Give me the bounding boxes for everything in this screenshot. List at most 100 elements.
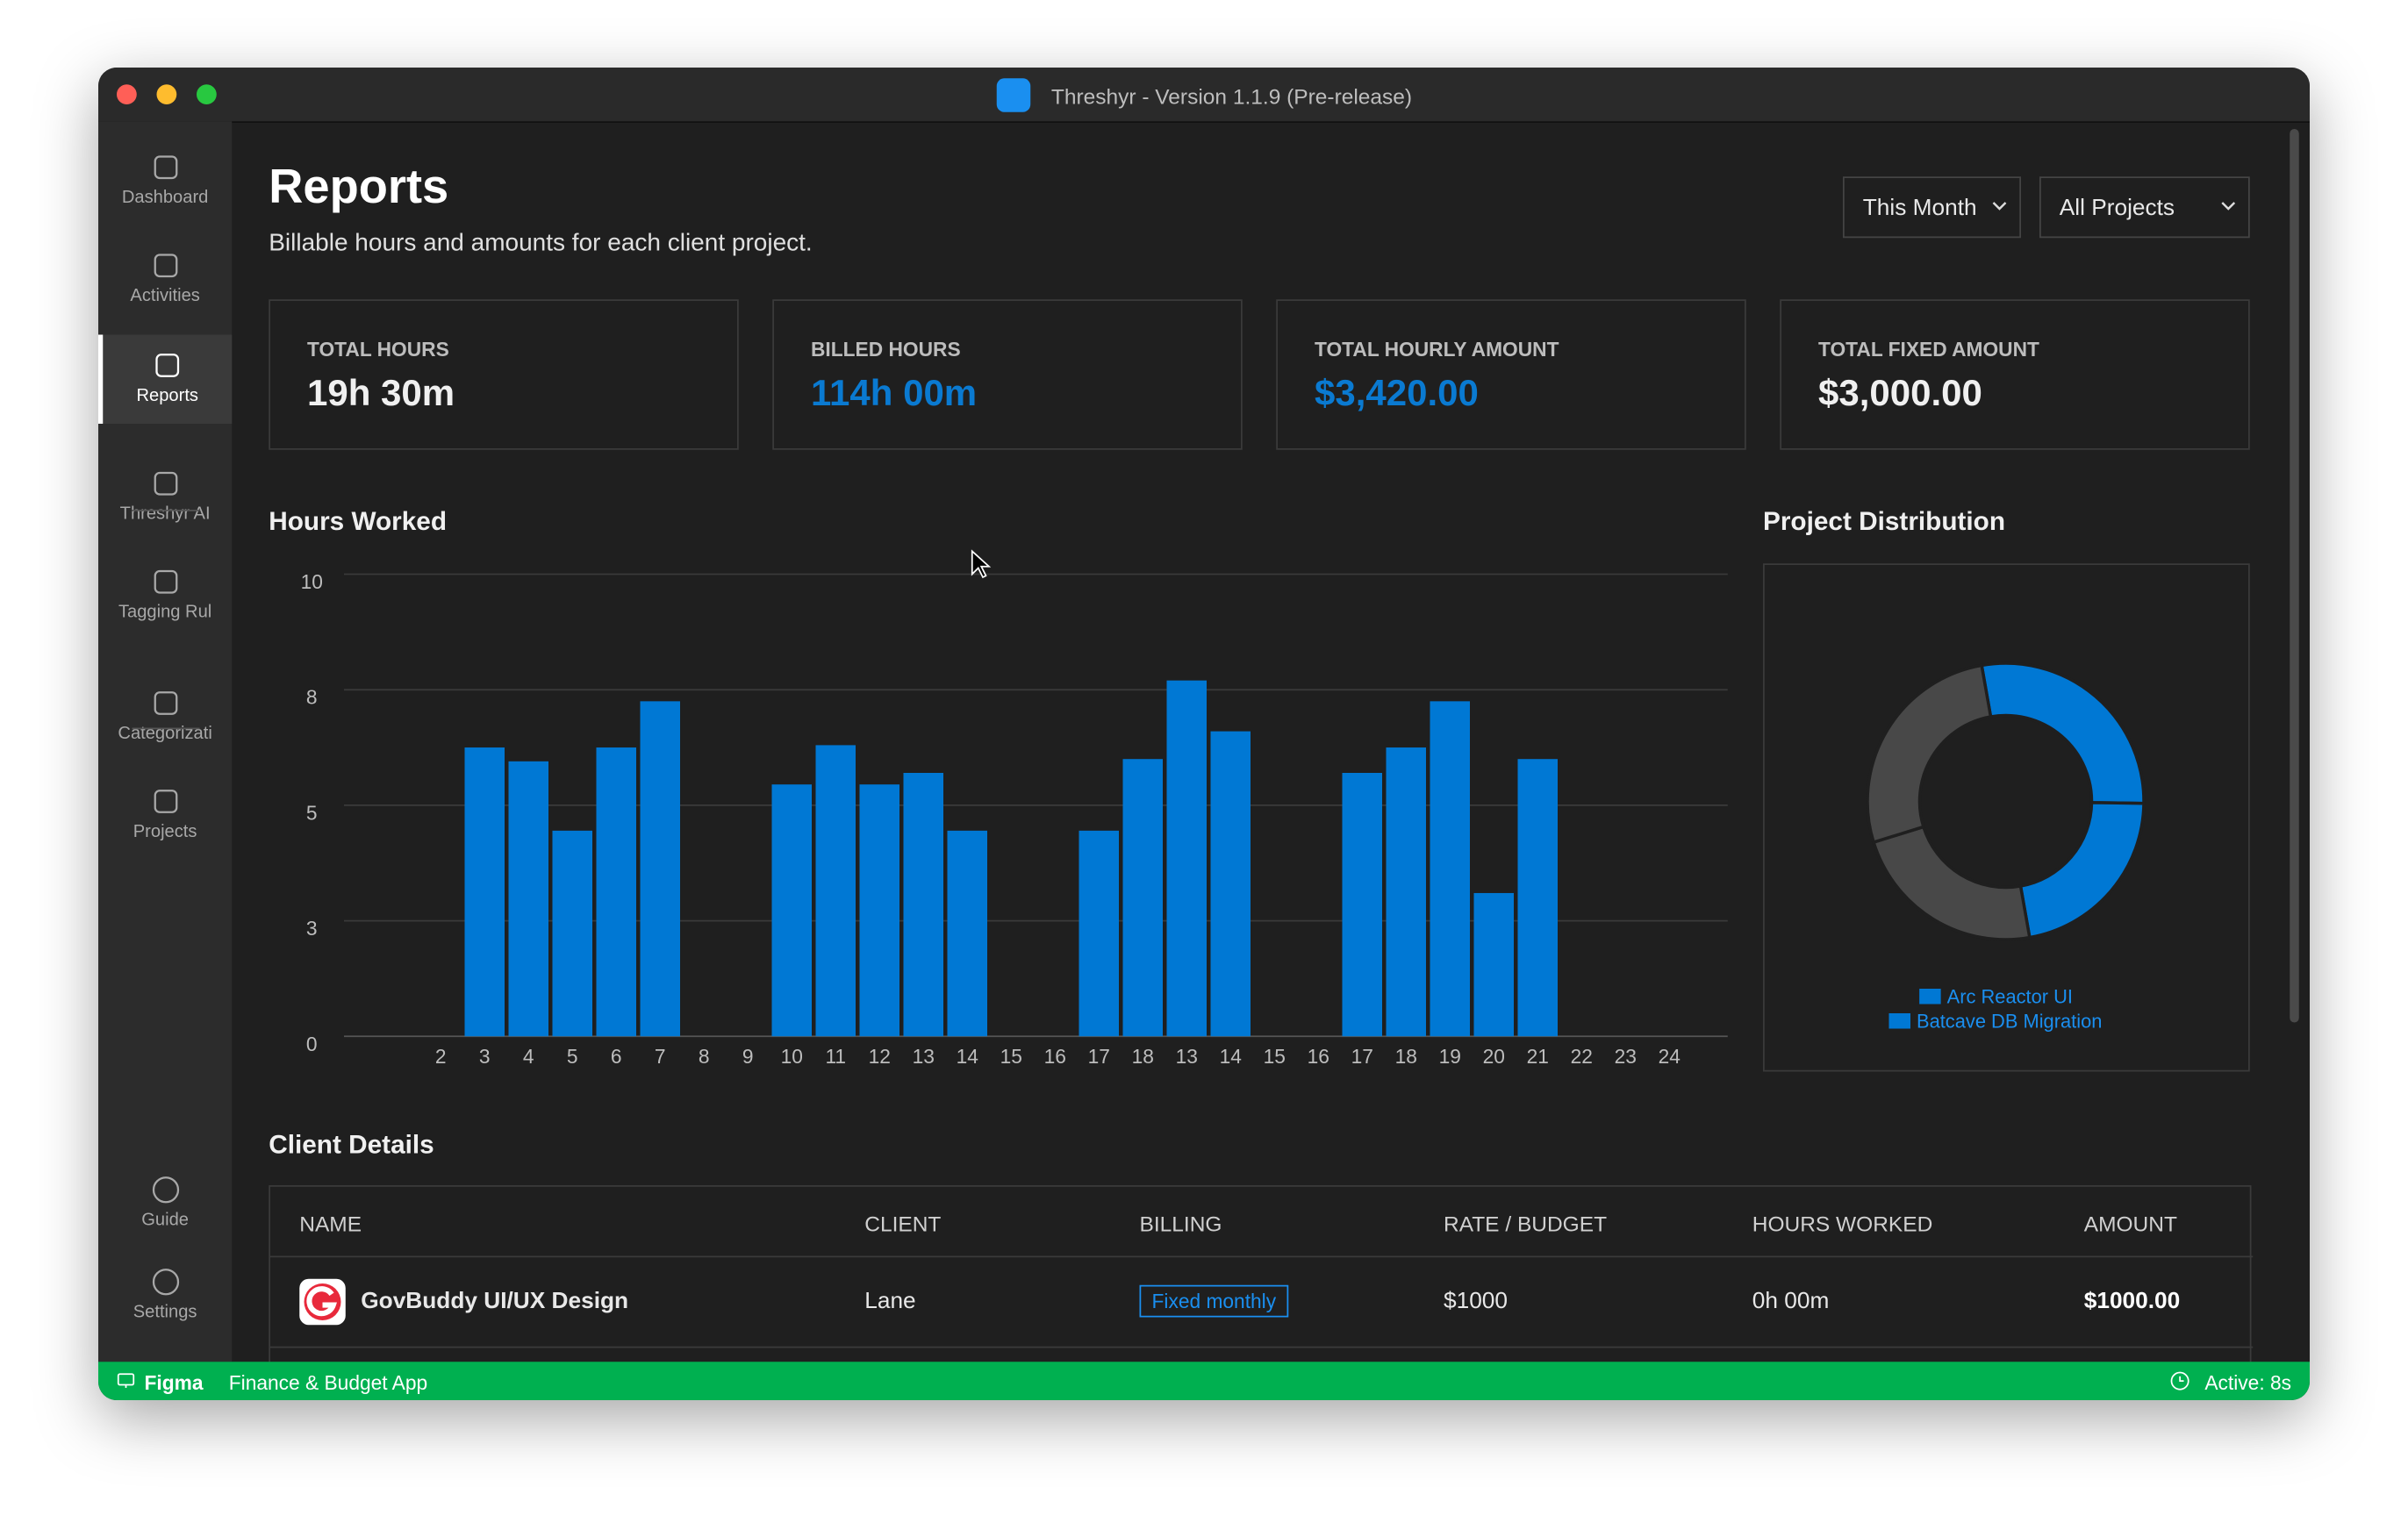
bar bbox=[640, 701, 680, 1037]
nav-item[interactable]: Activities bbox=[98, 250, 232, 305]
mouse-cursor bbox=[971, 549, 992, 579]
bar bbox=[771, 784, 812, 1037]
period-filter[interactable]: This Month bbox=[1843, 176, 2021, 239]
page-title: Reports bbox=[269, 160, 449, 214]
x-tick-label: 12 bbox=[869, 1045, 891, 1068]
status-context: Finance & Budget App bbox=[228, 1370, 428, 1394]
stat-label: TOTAL HOURS bbox=[307, 338, 449, 361]
chart-title: Project Distribution bbox=[1763, 506, 2006, 536]
nav-label: Categorizati bbox=[118, 725, 212, 743]
app-window: Threshyr - Version 1.1.9 (Pre-release) D… bbox=[98, 68, 2310, 1400]
filter-text: This Month bbox=[1862, 195, 1977, 221]
x-tick-label: 9 bbox=[742, 1045, 754, 1068]
chart-title: Hours Worked bbox=[269, 506, 448, 536]
x-tick-label: 14 bbox=[957, 1045, 978, 1068]
bar bbox=[1473, 892, 1514, 1037]
legend-swatch bbox=[1888, 1013, 1910, 1029]
bar bbox=[596, 747, 636, 1037]
legend-label: Batcave DB Migration bbox=[1917, 1010, 2102, 1032]
column-header: AMOUNT bbox=[2083, 1211, 2177, 1236]
minimize-button[interactable] bbox=[156, 84, 177, 104]
x-tick-label: 14 bbox=[1220, 1045, 1242, 1068]
x-tick-label: 16 bbox=[1044, 1045, 1066, 1068]
stat-card: TOTAL FIXED AMOUNT $3,000.00 bbox=[1780, 299, 2250, 450]
x-tick-label: 4 bbox=[523, 1045, 534, 1068]
y-tick-label: 10 bbox=[301, 570, 323, 593]
nav-separator bbox=[132, 510, 200, 511]
bar bbox=[1342, 773, 1382, 1037]
bar bbox=[903, 773, 943, 1037]
x-tick-label: 21 bbox=[1527, 1045, 1549, 1068]
project-filter[interactable]: All Projects bbox=[2039, 176, 2250, 239]
column-header: NAME bbox=[299, 1211, 362, 1236]
pie-segment bbox=[1980, 661, 2146, 805]
x-tick-label: 18 bbox=[1395, 1045, 1417, 1068]
nav-item[interactable]: Dashboard bbox=[98, 152, 232, 207]
table-cell: Lane bbox=[864, 1288, 916, 1314]
nav-label: Settings bbox=[133, 1303, 197, 1322]
x-tick-label: 24 bbox=[1659, 1045, 1681, 1068]
row-divider bbox=[270, 1346, 2254, 1348]
stat-card: TOTAL HOURS 19h 30m bbox=[269, 299, 739, 450]
x-tick-label: 10 bbox=[781, 1045, 803, 1068]
nav-item[interactable]: Tagging Rul bbox=[98, 567, 232, 622]
project-logo bbox=[299, 1278, 346, 1326]
y-tick-label: 0 bbox=[306, 1033, 318, 1055]
stat-value: $3,420.00 bbox=[1315, 373, 1479, 415]
sidebar: Dashboard Activities Reports Threshyr AI Tag… bbox=[98, 121, 233, 1362]
bar bbox=[947, 830, 987, 1037]
window-title-text: Threshyr - Version 1.1.9 (Pre-release) bbox=[1050, 83, 1413, 109]
row-divider bbox=[270, 1255, 2254, 1258]
nav-label: Dashboard bbox=[121, 189, 209, 208]
status-bar: Figma Finance & Budget App Active: 8s bbox=[98, 1362, 2310, 1400]
status-app[interactable]: Figma bbox=[144, 1370, 204, 1394]
client-table: NAME CLIENT BILLING RATE / BUDGET HOURS WORK… bbox=[269, 1185, 2254, 1385]
nav-item[interactable]: Projects bbox=[98, 786, 232, 841]
app-icon bbox=[995, 78, 1030, 112]
bar bbox=[1166, 680, 1207, 1037]
zoom-button[interactable] bbox=[197, 84, 217, 104]
x-tick-label: 13 bbox=[913, 1045, 935, 1068]
scrollbar[interactable] bbox=[2290, 129, 2299, 1023]
x-tick-label: 7 bbox=[655, 1045, 666, 1068]
nav-label: Tagging Rul bbox=[118, 603, 212, 622]
status-active: Active: 8s bbox=[2204, 1370, 2291, 1394]
close-button[interactable] bbox=[117, 84, 137, 104]
x-tick-label: 22 bbox=[1571, 1045, 1593, 1068]
bar bbox=[1210, 731, 1251, 1037]
nav-item[interactable]: Guide bbox=[98, 1175, 232, 1230]
stat-value: 19h 30m bbox=[307, 373, 455, 415]
stat-label: TOTAL HOURLY AMOUNT bbox=[1315, 338, 1559, 361]
nav-item[interactable]: Settings bbox=[98, 1267, 232, 1322]
x-tick-label: 17 bbox=[1088, 1045, 1110, 1068]
pie-segment bbox=[1871, 825, 2032, 941]
section-title: Client Details bbox=[269, 1130, 434, 1160]
x-tick-label: 16 bbox=[1308, 1045, 1329, 1068]
stat-card: BILLED HOURS 114h 00m bbox=[772, 299, 1243, 450]
column-header: BILLING bbox=[1139, 1211, 1222, 1236]
title-bar: Threshyr - Version 1.1.9 (Pre-release) bbox=[98, 68, 2310, 123]
x-tick-label: 8 bbox=[699, 1045, 710, 1068]
bar bbox=[1386, 747, 1426, 1037]
y-tick-label: 3 bbox=[306, 917, 318, 940]
pie-segment bbox=[1866, 663, 1993, 845]
x-tick-label: 19 bbox=[1439, 1045, 1461, 1068]
billing-badge: Fixed monthly bbox=[1139, 1284, 1289, 1318]
legend-swatch bbox=[1919, 989, 1941, 1005]
stat-value: $3,000.00 bbox=[1818, 373, 1982, 415]
bar bbox=[1430, 701, 1470, 1037]
legend-label: Arc Reactor UI bbox=[1947, 985, 2073, 1007]
nav-item[interactable]: Reports bbox=[98, 334, 233, 424]
stat-label: BILLED HOURS bbox=[811, 338, 961, 361]
nav-item[interactable]: Categorizati bbox=[98, 688, 232, 743]
stat-label: TOTAL FIXED AMOUNT bbox=[1818, 338, 2039, 361]
x-tick-label: 18 bbox=[1132, 1045, 1154, 1068]
nav-label: Reports bbox=[136, 387, 198, 405]
x-tick-label: 11 bbox=[825, 1045, 846, 1068]
y-tick-label: 8 bbox=[306, 686, 318, 709]
column-header: RATE / BUDGET bbox=[1444, 1211, 1608, 1236]
x-tick-label: 13 bbox=[1176, 1045, 1198, 1068]
stat-card: TOTAL HOURLY AMOUNT $3,420.00 bbox=[1276, 299, 1746, 450]
